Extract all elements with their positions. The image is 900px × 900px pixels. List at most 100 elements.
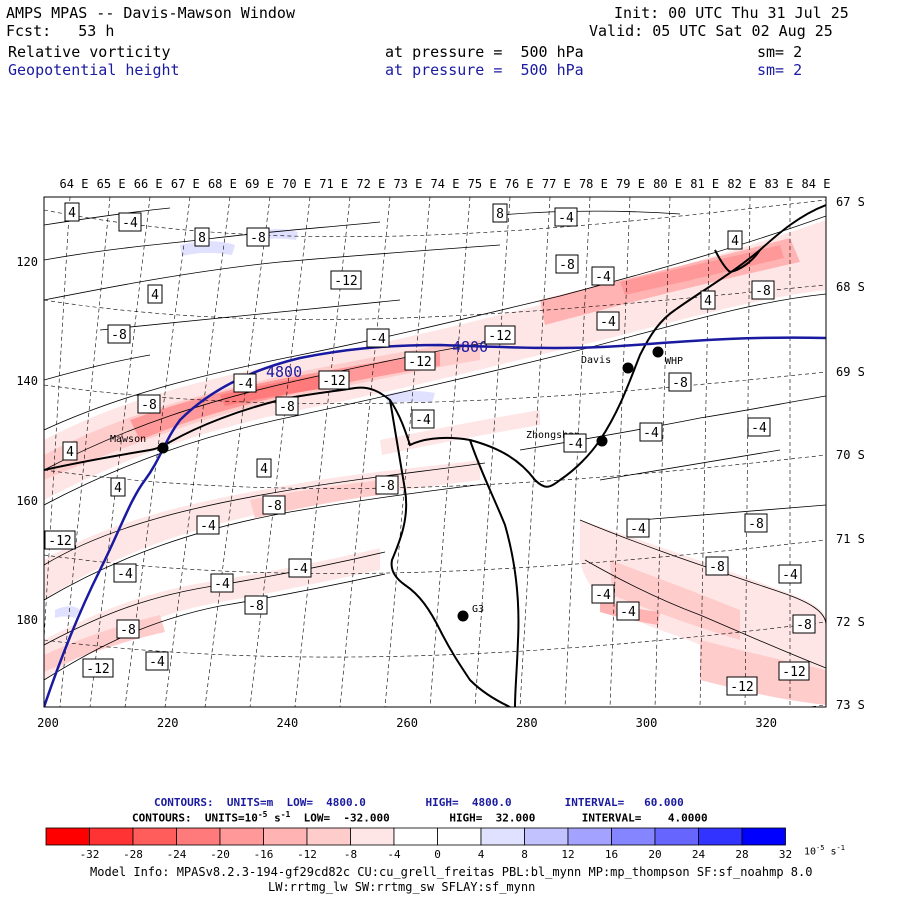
vorticity-label-box: 8: [194, 227, 210, 247]
colorbar-tick: -32: [80, 848, 100, 861]
vorticity-label-text: -4: [600, 315, 616, 330]
vorticity-label-box: -12: [82, 658, 114, 678]
station-label: WHP: [665, 356, 683, 367]
vorticity-label-text: -8: [141, 398, 157, 413]
longitude-label: 65 E: [97, 177, 126, 191]
vorticity-label-box: -4: [145, 651, 169, 671]
colorbar-swatch: [89, 827, 134, 846]
latitude-label: 69 S: [836, 365, 865, 379]
vorticity-label-box: -8: [555, 254, 579, 274]
longitude-label: 75 E: [468, 177, 497, 191]
vorticity-label-text: -12: [488, 329, 511, 344]
colorbar: [45, 827, 786, 846]
vorticity-label-box: -4: [554, 207, 578, 227]
colorbar-tick: 4: [478, 848, 485, 861]
longitude-label: 77 E: [542, 177, 571, 191]
colorbar-swatch: [567, 827, 612, 846]
colorbar-swatch: [698, 827, 743, 846]
vorticity-label-text: -4: [643, 426, 659, 441]
station-label: Zhongshan: [526, 430, 580, 441]
vorticity-label-text: -8: [250, 231, 266, 246]
vorticity-label-box: -8: [244, 595, 268, 615]
vorticity-label-text: -12: [322, 374, 345, 389]
height-contour-info: CONTOURS: UNITS=m LOW= 4800.0 HIGH= 4800…: [154, 796, 684, 809]
vorticity-label-box: 4: [700, 290, 716, 310]
valid-time: Valid: 05 UTC Sat 02 Aug 25: [589, 22, 833, 40]
grid-y-label: 160: [16, 494, 38, 508]
vorticity-label-text: -12: [334, 274, 357, 289]
colorbar-tick: -8: [344, 848, 357, 861]
longitude-label: 82 E: [727, 177, 756, 191]
grid-y-label: 180: [16, 613, 38, 627]
map-title: AMPS MPAS -- Davis-Mawson Window: [6, 4, 295, 22]
vorticity-label-box: 4: [110, 477, 126, 497]
vorticity-label-box: -12: [318, 370, 350, 390]
colorbar-units-exp: -5: [816, 844, 825, 852]
field1-name: Relative vorticity: [8, 43, 171, 61]
vorticity-label-box: -4: [118, 212, 142, 232]
vorticity-contour-info: CONTOURS: UNITS=10-5 s-1 LOW= -32.000 HI…: [132, 810, 708, 825]
colorbar-swatch: [393, 827, 438, 846]
grid-x-label: 220: [157, 716, 179, 730]
right-latitude-labels: 67 S 68 S 69 S 70 S 71 S 72 S 73 S: [836, 195, 865, 712]
vorticity-label-box: -12: [330, 270, 362, 290]
vorticity-label-box: -12: [404, 351, 436, 371]
vorticity-label-text: -4: [200, 519, 216, 534]
grid-x-label: 240: [277, 716, 299, 730]
colorbar-swatch: [219, 827, 264, 846]
vorticity-label-box: -4: [639, 422, 663, 442]
vorticity-label-text: -4: [558, 211, 574, 226]
vorticity-label-text: -8: [559, 258, 575, 273]
longitude-label: 70 E: [282, 177, 311, 191]
vorticity-label-text: -4: [595, 588, 611, 603]
vorticity-label-text: -12: [48, 534, 71, 549]
latitude-label: 73 S: [836, 698, 865, 712]
top-longitude-labels: 64 E 65 E 66 E 67 E 68 E 69 E 70 E 71 E 72 E 73 E…: [60, 177, 831, 191]
left-grid-labels: 120 140 160 180: [16, 255, 38, 627]
colorbar-tick: -4: [387, 848, 401, 861]
vorticity-label-text: -8: [672, 376, 688, 391]
vorticity-label-box: -12: [484, 325, 516, 345]
colorbar-tick: 12: [561, 848, 574, 861]
vorticity-label-box: -12: [778, 661, 810, 681]
vorticity-label-text: -4: [595, 270, 611, 285]
longitude-label: 79 E: [616, 177, 645, 191]
vorticity-label-box: -8: [792, 614, 816, 634]
colorbar-swatch: [611, 827, 656, 846]
colorbar-tick: -28: [123, 848, 143, 861]
vorticity-label-box: 4: [256, 458, 272, 478]
colorbar-tick: -20: [210, 848, 230, 861]
longitude-label: 67 E: [171, 177, 200, 191]
vorticity-label-text: 4: [114, 481, 122, 496]
vorticity-label-text: -4: [630, 522, 646, 537]
vorticity-label-text: 8: [496, 207, 504, 222]
longitude-label: 83 E: [764, 177, 793, 191]
vorticity-label-box: -4: [196, 515, 220, 535]
vorticity-label-box: 4: [727, 230, 743, 250]
station-dot-zhongshan: [596, 435, 608, 447]
vorticity-label-text: -4: [237, 377, 253, 392]
colorbar-units-exp2: -1: [836, 844, 845, 852]
grid-y-label: 140: [16, 374, 38, 388]
grid-x-label: 260: [396, 716, 418, 730]
colorbar-tick: -12: [297, 848, 317, 861]
vorticity-label-box: -8: [137, 394, 161, 414]
vorticity-label-text: -4: [415, 413, 431, 428]
vorticity-label-text: -8: [709, 560, 725, 575]
height-contour-label: 4800: [266, 363, 302, 381]
vorticity-label-box: -4: [210, 573, 234, 593]
colorbar-swatch: [176, 827, 221, 846]
colorbar-tick: 20: [648, 848, 661, 861]
forecast-hour: Fcst: 53 h: [6, 22, 115, 40]
colorbar-tick: 0: [434, 848, 441, 861]
longitude-label: 72 E: [356, 177, 385, 191]
colorbar-tick: 28: [735, 848, 748, 861]
vorticity-label-text: -8: [796, 618, 812, 633]
vorticity-label-text: -8: [379, 479, 395, 494]
bottom-grid-labels: 200 220 240 260 280 300 320: [37, 716, 777, 730]
model-info-line1: Model Info: MPASv8.2.3-194-gf29cd82c CU:…: [90, 865, 813, 879]
vorticity-label-box: -4: [616, 601, 640, 621]
vorticity-label-box: -4: [596, 311, 620, 331]
grid-y-label: 120: [16, 255, 38, 269]
station-dot-g3: [457, 610, 469, 622]
